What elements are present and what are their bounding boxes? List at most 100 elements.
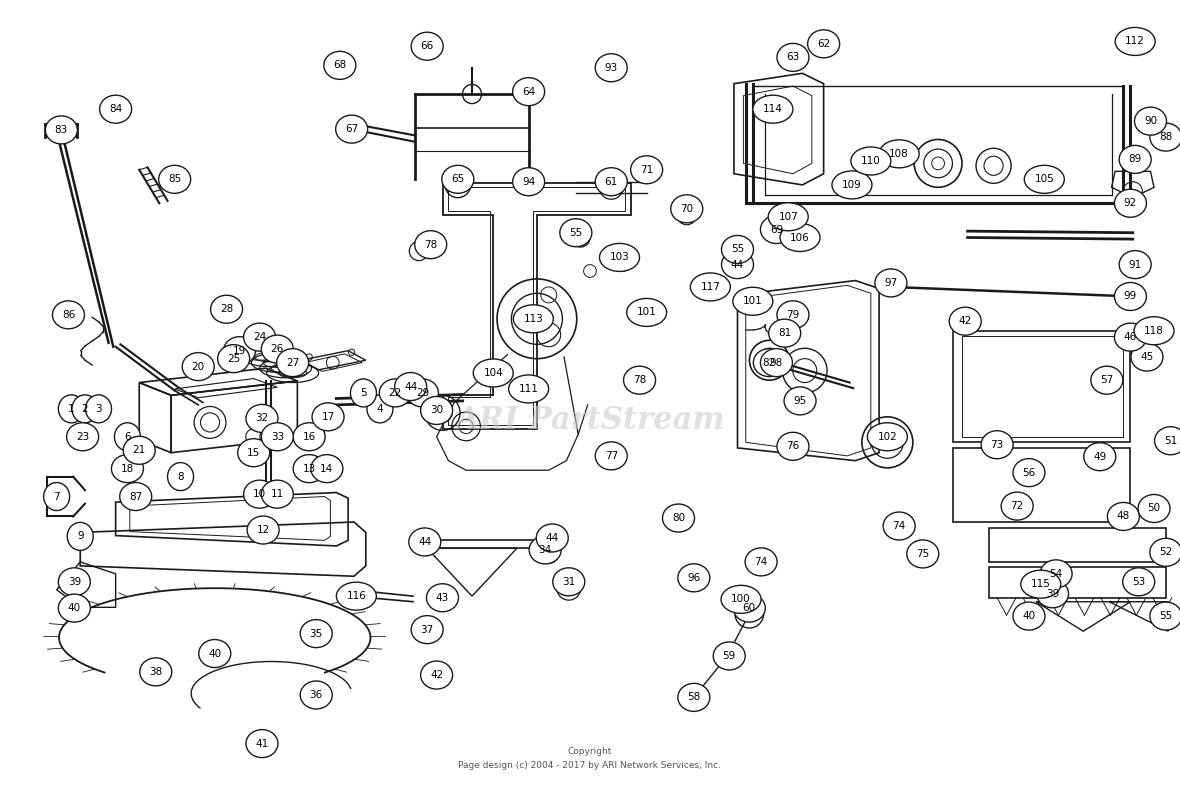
Ellipse shape <box>906 540 939 568</box>
Text: 115: 115 <box>1031 579 1050 589</box>
Text: 24: 24 <box>253 332 267 342</box>
Text: 86: 86 <box>61 310 76 320</box>
Ellipse shape <box>158 165 191 194</box>
Text: 43: 43 <box>435 593 450 603</box>
Ellipse shape <box>261 422 294 451</box>
Text: 93: 93 <box>604 63 618 73</box>
Ellipse shape <box>52 300 85 329</box>
Ellipse shape <box>981 430 1014 459</box>
Ellipse shape <box>1149 538 1180 567</box>
Text: 8: 8 <box>177 472 184 481</box>
Ellipse shape <box>99 95 132 124</box>
Ellipse shape <box>832 171 872 199</box>
Ellipse shape <box>182 352 215 381</box>
Text: 39: 39 <box>67 577 81 587</box>
Text: 99: 99 <box>1123 292 1138 301</box>
Ellipse shape <box>1115 27 1155 56</box>
Ellipse shape <box>223 336 256 365</box>
Ellipse shape <box>243 480 276 508</box>
Text: 44: 44 <box>730 260 745 269</box>
Ellipse shape <box>1090 366 1123 395</box>
Ellipse shape <box>721 235 754 264</box>
Text: 68: 68 <box>333 61 347 70</box>
Ellipse shape <box>677 563 710 592</box>
Text: 89: 89 <box>1128 155 1142 164</box>
Text: 33: 33 <box>270 432 284 442</box>
Text: 37: 37 <box>420 625 434 634</box>
Ellipse shape <box>1134 316 1174 345</box>
Text: 57: 57 <box>1100 375 1114 385</box>
Ellipse shape <box>119 482 152 511</box>
Ellipse shape <box>1149 123 1180 151</box>
Ellipse shape <box>753 348 786 377</box>
Text: 80: 80 <box>671 513 686 523</box>
Text: 67: 67 <box>345 124 359 134</box>
Ellipse shape <box>1130 343 1163 371</box>
Text: 77: 77 <box>604 451 618 461</box>
Ellipse shape <box>713 642 746 670</box>
Text: 62: 62 <box>817 39 831 49</box>
Text: 59: 59 <box>722 651 736 661</box>
Ellipse shape <box>1012 458 1045 487</box>
Ellipse shape <box>780 223 820 252</box>
Ellipse shape <box>627 298 667 327</box>
Text: 92: 92 <box>1123 198 1138 208</box>
Text: 38: 38 <box>149 667 163 677</box>
Text: 97: 97 <box>884 278 898 288</box>
Text: 112: 112 <box>1126 37 1145 46</box>
Ellipse shape <box>784 387 817 415</box>
Ellipse shape <box>323 51 356 80</box>
Ellipse shape <box>114 422 140 451</box>
Ellipse shape <box>949 307 982 336</box>
Text: 25: 25 <box>227 354 241 363</box>
Ellipse shape <box>245 404 278 433</box>
Ellipse shape <box>1107 502 1140 531</box>
Text: Copyright: Copyright <box>568 748 612 756</box>
Ellipse shape <box>851 147 891 175</box>
Ellipse shape <box>1083 442 1116 471</box>
Ellipse shape <box>662 504 695 532</box>
Ellipse shape <box>123 436 156 465</box>
Text: 40: 40 <box>208 649 222 658</box>
Ellipse shape <box>677 683 710 712</box>
Text: 71: 71 <box>640 165 654 175</box>
Text: 98: 98 <box>769 358 784 367</box>
Text: 84: 84 <box>109 104 123 114</box>
Text: 42: 42 <box>958 316 972 326</box>
Ellipse shape <box>58 594 91 622</box>
Ellipse shape <box>512 167 545 196</box>
Text: 22: 22 <box>388 388 402 398</box>
Ellipse shape <box>420 661 453 689</box>
Text: 79: 79 <box>786 310 800 320</box>
Ellipse shape <box>473 359 513 387</box>
Text: 52: 52 <box>1159 548 1173 557</box>
Ellipse shape <box>217 344 250 373</box>
Ellipse shape <box>72 395 98 423</box>
Ellipse shape <box>411 615 444 644</box>
Text: 40: 40 <box>67 603 81 613</box>
Ellipse shape <box>210 295 243 324</box>
Text: 3: 3 <box>96 404 101 414</box>
Ellipse shape <box>420 396 453 425</box>
Ellipse shape <box>335 115 368 143</box>
Text: 94: 94 <box>522 177 536 186</box>
Ellipse shape <box>753 95 793 124</box>
Text: 64: 64 <box>522 87 536 96</box>
Text: 51: 51 <box>1163 436 1178 446</box>
Text: 21: 21 <box>132 446 146 455</box>
Text: 91: 91 <box>1128 260 1142 269</box>
Text: 111: 111 <box>519 384 538 394</box>
Text: 19: 19 <box>232 346 247 355</box>
Text: 44: 44 <box>418 537 432 547</box>
Ellipse shape <box>245 729 278 758</box>
Text: 76: 76 <box>786 442 800 451</box>
Ellipse shape <box>536 524 569 552</box>
Ellipse shape <box>261 335 294 363</box>
Ellipse shape <box>513 304 553 333</box>
Text: ARI PartStream: ARI PartStream <box>455 405 725 435</box>
Text: 2: 2 <box>81 404 88 414</box>
Ellipse shape <box>721 250 754 279</box>
Ellipse shape <box>776 43 809 72</box>
Ellipse shape <box>58 567 91 596</box>
Text: 34: 34 <box>538 545 552 555</box>
